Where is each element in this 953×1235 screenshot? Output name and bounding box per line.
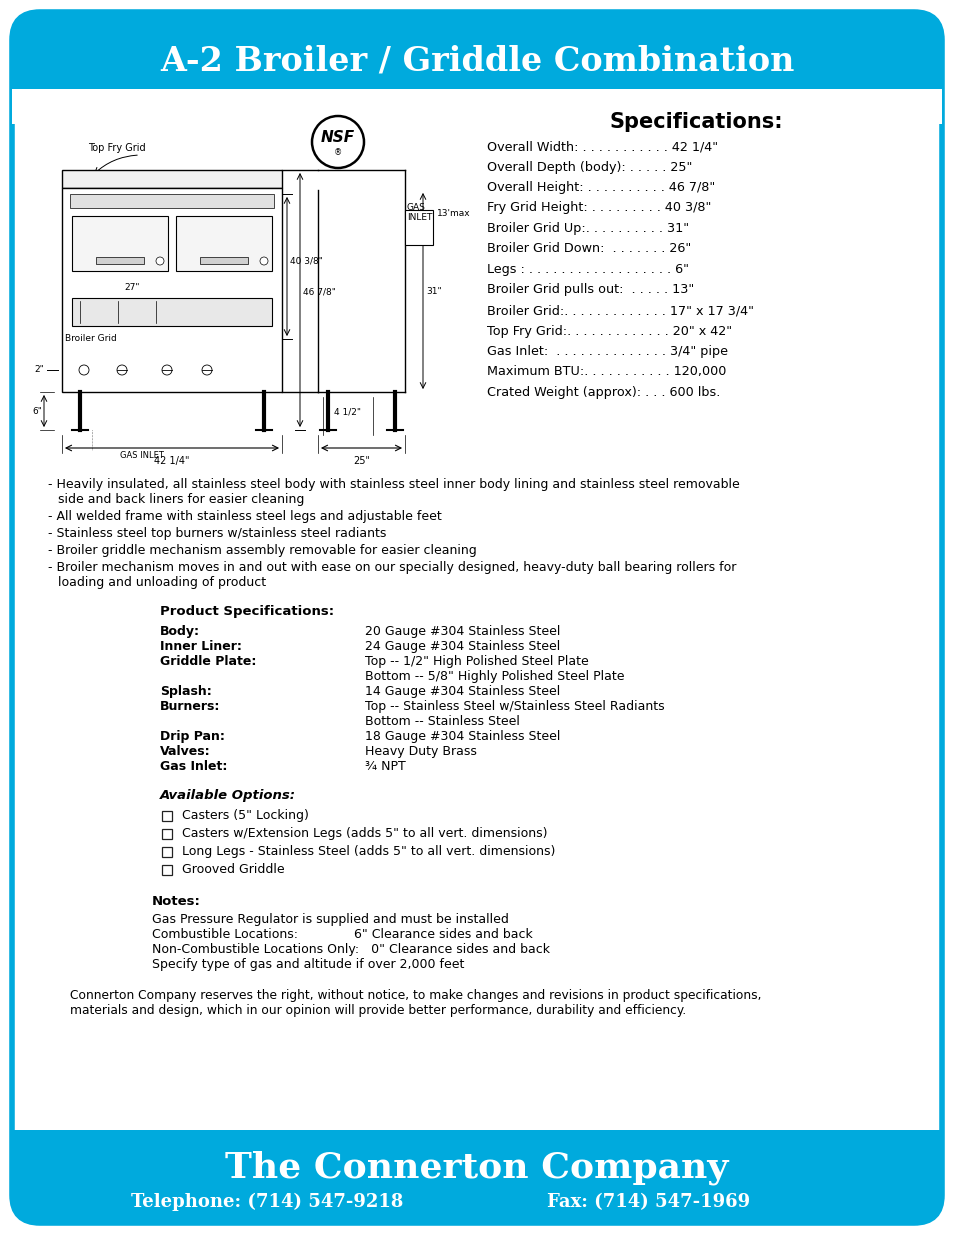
Text: Specify type of gas and altitude if over 2,000 feet: Specify type of gas and altitude if over… [152, 958, 464, 971]
Text: 31": 31" [426, 287, 441, 295]
Text: Broiler Grid Up:. . . . . . . . . . 31": Broiler Grid Up:. . . . . . . . . . 31" [486, 222, 688, 235]
Text: 6": 6" [32, 406, 42, 415]
Text: Overall Width: . . . . . . . . . . . 42 1/4": Overall Width: . . . . . . . . . . . 42 … [486, 140, 718, 153]
Text: Long Legs - Stainless Steel (adds 5" to all vert. dimensions): Long Legs - Stainless Steel (adds 5" to … [182, 845, 555, 858]
Text: 14 Gauge #304 Stainless Steel: 14 Gauge #304 Stainless Steel [365, 685, 559, 698]
Text: Bottom -- 5/8" Highly Polished Steel Plate: Bottom -- 5/8" Highly Polished Steel Pla… [365, 671, 624, 683]
Text: Gas Pressure Regulator is supplied and must be installed: Gas Pressure Regulator is supplied and m… [152, 913, 508, 926]
Text: Telephone: (714) 547-9218: Telephone: (714) 547-9218 [131, 1193, 403, 1212]
Text: 40 3/8": 40 3/8" [290, 256, 322, 266]
Text: Broiler Grid: Broiler Grid [65, 333, 116, 343]
Text: Crated Weight (approx): . . . 600 lbs.: Crated Weight (approx): . . . 600 lbs. [486, 387, 720, 399]
Circle shape [202, 366, 212, 375]
Text: Legs : . . . . . . . . . . . . . . . . . . 6": Legs : . . . . . . . . . . . . . . . . .… [486, 263, 688, 275]
Bar [12, 32, 941, 94]
Text: Top -- 1/2" High Polished Steel Plate: Top -- 1/2" High Polished Steel Plate [365, 655, 588, 668]
Text: Inner Liner:: Inner Liner: [160, 640, 242, 653]
Text: Non-Combustible Locations Only:   0" Clearance sides and back: Non-Combustible Locations Only: 0" Clear… [152, 944, 550, 956]
Text: materials and design, which in our opinion will provide better performance, dura: materials and design, which in our opini… [70, 1004, 685, 1016]
FancyBboxPatch shape [12, 12, 941, 1223]
Text: Product Specifications:: Product Specifications: [160, 605, 334, 618]
Text: 24 Gauge #304 Stainless Steel: 24 Gauge #304 Stainless Steel [365, 640, 559, 653]
Text: Grooved Griddle: Grooved Griddle [182, 863, 284, 876]
Circle shape [79, 366, 89, 375]
Bar [405, 210, 433, 245]
Circle shape [117, 366, 127, 375]
Bar [62, 188, 282, 391]
Text: - Heavily insulated, all stainless steel body with stainless steel inner body li: - Heavily insulated, all stainless steel… [48, 478, 739, 492]
Text: ¾ NPT: ¾ NPT [365, 760, 405, 773]
Text: Fax: (714) 547-1969: Fax: (714) 547-1969 [547, 1193, 749, 1212]
Text: 46 7/8": 46 7/8" [303, 288, 335, 296]
Text: Gas Inlet:: Gas Inlet: [160, 760, 227, 773]
Text: Broiler Grid Down:  . . . . . . . 26": Broiler Grid Down: . . . . . . . 26" [486, 242, 691, 256]
Text: Available Options:: Available Options: [160, 789, 295, 802]
Bar [12, 1130, 941, 1160]
Text: 20 Gauge #304 Stainless Steel: 20 Gauge #304 Stainless Steel [365, 625, 559, 638]
FancyBboxPatch shape [12, 12, 941, 124]
Text: Gas Inlet:  . . . . . . . . . . . . . . 3/4" pipe: Gas Inlet: . . . . . . . . . . . . . . 3… [486, 345, 727, 358]
Text: Overall Height: . . . . . . . . . . 46 7/8": Overall Height: . . . . . . . . . . 46 7… [486, 182, 715, 194]
Circle shape [260, 257, 268, 266]
Text: - Stainless steel top burners w/stainless steel radiants: - Stainless steel top burners w/stainles… [48, 527, 386, 540]
Bar [162, 829, 172, 839]
Text: 27": 27" [124, 284, 139, 293]
Bar [175, 216, 272, 270]
Circle shape [312, 116, 364, 168]
Circle shape [162, 366, 172, 375]
Text: Burners:: Burners: [160, 700, 220, 713]
Bar [12, 89, 941, 124]
Text: A-2 Broiler / Griddle Combination: A-2 Broiler / Griddle Combination [160, 44, 793, 78]
Text: Splash:: Splash: [160, 685, 212, 698]
Text: 2": 2" [34, 366, 44, 374]
Text: Combustible Locations:              6" Clearance sides and back: Combustible Locations: 6" Clearance side… [152, 927, 532, 941]
Bar [162, 811, 172, 821]
Text: Drip Pan:: Drip Pan: [160, 730, 225, 743]
Text: Bottom -- Stainless Steel: Bottom -- Stainless Steel [365, 715, 519, 727]
Text: Broiler Grid:. . . . . . . . . . . . . 17" x 17 3/4": Broiler Grid:. . . . . . . . . . . . . 1… [486, 304, 753, 317]
Text: Top -- Stainless Steel w/Stainless Steel Radiants: Top -- Stainless Steel w/Stainless Steel… [365, 700, 664, 713]
Text: GAS: GAS [407, 203, 425, 211]
Text: loading and unloading of product: loading and unloading of product [58, 576, 266, 589]
Circle shape [156, 257, 164, 266]
Bar [62, 170, 282, 188]
Text: Body:: Body: [160, 625, 200, 638]
Text: Valves:: Valves: [160, 745, 211, 758]
Text: Overall Depth (body): . . . . . 25": Overall Depth (body): . . . . . 25" [486, 161, 692, 173]
Text: NSF: NSF [320, 131, 355, 146]
Text: 18 Gauge #304 Stainless Steel: 18 Gauge #304 Stainless Steel [365, 730, 559, 743]
Text: - Broiler griddle mechanism assembly removable for easier cleaning: - Broiler griddle mechanism assembly rem… [48, 543, 476, 557]
Text: Top Fry Grid: Top Fry Grid [88, 143, 146, 153]
Text: Top Fry Grid:. . . . . . . . . . . . . 20" x 42": Top Fry Grid:. . . . . . . . . . . . . 2… [486, 325, 731, 337]
Bar [162, 864, 172, 876]
Text: Casters (5" Locking): Casters (5" Locking) [182, 809, 309, 823]
Text: Broiler Grid pulls out:  . . . . . 13": Broiler Grid pulls out: . . . . . 13" [486, 284, 694, 296]
Text: Specifications:: Specifications: [609, 112, 782, 132]
Text: ®: ® [334, 148, 342, 158]
Text: The Connerton Company: The Connerton Company [225, 1151, 728, 1186]
Text: 13'max: 13'max [436, 210, 470, 219]
Bar [70, 194, 274, 207]
Text: side and back liners for easier cleaning: side and back liners for easier cleaning [58, 493, 304, 506]
Text: - Broiler mechanism moves in and out with ease on our specially designed, heavy-: - Broiler mechanism moves in and out wit… [48, 561, 736, 574]
Text: Casters w/Extension Legs (adds 5" to all vert. dimensions): Casters w/Extension Legs (adds 5" to all… [182, 827, 547, 840]
Bar [71, 298, 272, 326]
Bar [200, 257, 248, 264]
Text: Heavy Duty Brass: Heavy Duty Brass [365, 745, 476, 758]
Bar [96, 257, 144, 264]
Text: Fry Grid Height: . . . . . . . . . 40 3/8": Fry Grid Height: . . . . . . . . . 40 3/… [486, 201, 711, 215]
Text: - All welded frame with stainless steel legs and adjustable feet: - All welded frame with stainless steel … [48, 510, 441, 522]
Text: 25": 25" [353, 456, 370, 466]
Text: Notes:: Notes: [152, 895, 201, 908]
FancyBboxPatch shape [12, 1130, 941, 1223]
Text: Griddle Plate:: Griddle Plate: [160, 655, 256, 668]
Text: INLET: INLET [407, 212, 432, 221]
Bar [162, 847, 172, 857]
Bar [71, 216, 168, 270]
Text: 42 1/4": 42 1/4" [154, 456, 190, 466]
Text: Connerton Company reserves the right, without notice, to make changes and revisi: Connerton Company reserves the right, wi… [70, 989, 760, 1002]
Text: Maximum BTU:. . . . . . . . . . . 120,000: Maximum BTU:. . . . . . . . . . . 120,00… [486, 366, 725, 378]
Text: GAS INLET: GAS INLET [120, 451, 164, 459]
Text: 4 1/2": 4 1/2" [335, 408, 361, 416]
